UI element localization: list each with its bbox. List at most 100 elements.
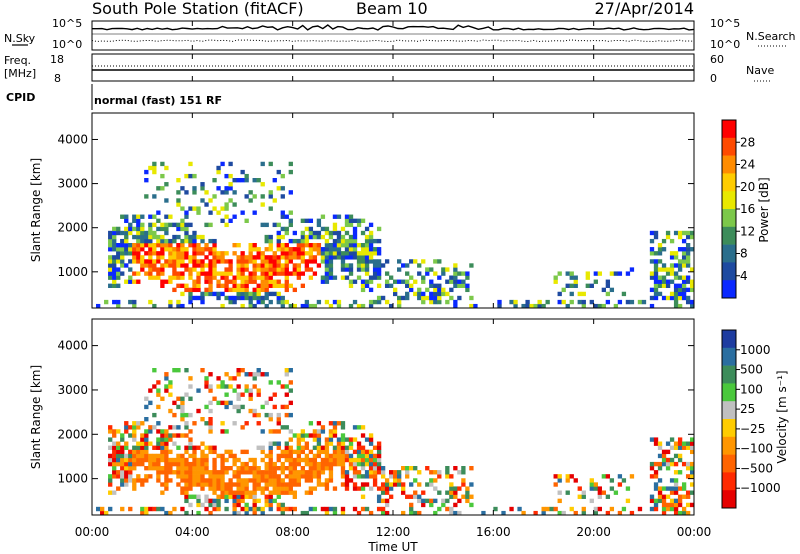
- heatmap-cell: [284, 482, 289, 487]
- heatmap-cell: [240, 251, 245, 256]
- heatmap-cell: [364, 461, 370, 467]
- heatmap-cell: [629, 510, 635, 516]
- heatmap-cell: [413, 291, 418, 297]
- nsearch-trace: [91, 39, 695, 43]
- heatmap-cell: [685, 510, 691, 516]
- heatmap-cell: [685, 230, 691, 236]
- heatmap-cell: [324, 267, 330, 272]
- heatmap-cell: [665, 230, 671, 236]
- heatmap-cell: [180, 466, 185, 471]
- heatmap-cell: [368, 449, 374, 455]
- heatmap-cell: [268, 429, 273, 434]
- heatmap-cell: [272, 255, 277, 260]
- heatmap-cell: [401, 263, 406, 268]
- heatmap-cell: [108, 259, 113, 264]
- heatmap-cell: [557, 299, 562, 305]
- heatmap-cell: [268, 502, 273, 508]
- heatmap-cell: [216, 502, 221, 508]
- heatmap-cell: [332, 449, 338, 455]
- heatmap-cell: [108, 275, 113, 280]
- heatmap-cell: [661, 283, 667, 288]
- heatmap-cell: [252, 271, 257, 276]
- heatmap-cell: [280, 299, 285, 305]
- heatmap-cell: [140, 267, 145, 272]
- heatmap-cell: [268, 417, 273, 422]
- heatmap-cell: [112, 243, 117, 248]
- heatmap-cell: [312, 461, 318, 467]
- heatmap-cell: [260, 222, 265, 228]
- heatmap-cell: [244, 287, 249, 293]
- heatmap-cell: [561, 299, 566, 305]
- heatmap-cell: [200, 368, 205, 373]
- heatmap-cell: [260, 429, 265, 434]
- heatmap-cell: [320, 482, 326, 487]
- heatmap-cell: [176, 226, 181, 232]
- heatmap-cell: [96, 506, 101, 512]
- heatmap-cell: [328, 243, 334, 248]
- heatmap-cell: [324, 482, 330, 487]
- heatmap-cell: [601, 474, 606, 479]
- heatmap-cell: [320, 429, 326, 434]
- colorbar-tick-label: 100: [740, 382, 763, 396]
- heatmap-cell: [184, 214, 189, 219]
- heatmap-cell: [164, 372, 169, 377]
- heatmap-cell: [609, 287, 615, 293]
- heatmap-cell: [368, 510, 374, 516]
- heatmap-cell: [421, 498, 426, 504]
- heatmap-cell: [296, 243, 301, 248]
- colorbar-segment: [722, 155, 736, 174]
- heatmap-cell: [128, 453, 133, 459]
- heatmap-cell: [280, 283, 285, 288]
- heatmap-cell: [320, 255, 326, 260]
- heatmap-cell: [673, 453, 679, 459]
- heatmap-cell: [413, 490, 418, 495]
- heatmap-cell: [409, 287, 414, 293]
- heatmap-cell: [352, 234, 358, 240]
- heatmap-cell: [188, 291, 193, 297]
- heatmap-cell: [360, 279, 366, 284]
- heatmap-cell: [240, 287, 245, 293]
- noise-tick-right-low: 10^0: [710, 38, 740, 51]
- heatmap-cell: [348, 218, 354, 223]
- heatmap-cell: [565, 283, 570, 288]
- heatmap-cell: [657, 243, 663, 248]
- heatmap-cell: [120, 433, 125, 438]
- heatmap-cell: [360, 466, 366, 471]
- heatmap-cell: [425, 271, 430, 276]
- heatmap-cell: [192, 173, 197, 179]
- heatmap-cell: [216, 494, 221, 499]
- heatmap-cell: [164, 222, 169, 228]
- heatmap-cell: [280, 303, 285, 309]
- heatmap-cell: [613, 271, 619, 276]
- heatmap-cell: [208, 198, 213, 203]
- heatmap-cell: [188, 474, 193, 479]
- heatmap-cell: [669, 263, 675, 268]
- heatmap-cell: [653, 234, 659, 240]
- heatmap-cell: [156, 429, 161, 434]
- heatmap-cell: [212, 461, 217, 467]
- heatmap-cell: [316, 218, 322, 223]
- heatmap-cell: [336, 255, 342, 260]
- heatmap-cell: [332, 506, 338, 512]
- heatmap-cell: [136, 222, 141, 228]
- heatmap-cell: [340, 263, 346, 268]
- heatmap-cell: [288, 490, 293, 495]
- heatmap-cell: [441, 271, 446, 276]
- heatmap-cell: [328, 303, 334, 309]
- heatmap-cell: [284, 247, 289, 252]
- heatmap-cell: [120, 247, 125, 252]
- heatmap-cell: [573, 478, 578, 483]
- heatmap-cell: [204, 478, 209, 483]
- heatmap-cell: [148, 388, 153, 393]
- heatmap-cell: [120, 445, 125, 450]
- heatmap-cell: [244, 388, 249, 393]
- heatmap-cell: [537, 303, 542, 309]
- heatmap-cell: [196, 234, 201, 240]
- heatmap-cell: [437, 474, 442, 479]
- heatmap-cell: [144, 259, 149, 264]
- heatmap-cell: [188, 295, 193, 301]
- heatmap-cell: [212, 449, 217, 455]
- heatmap-cell: [453, 303, 458, 309]
- heatmap-cell: [685, 255, 691, 260]
- heatmap-cell: [252, 466, 257, 471]
